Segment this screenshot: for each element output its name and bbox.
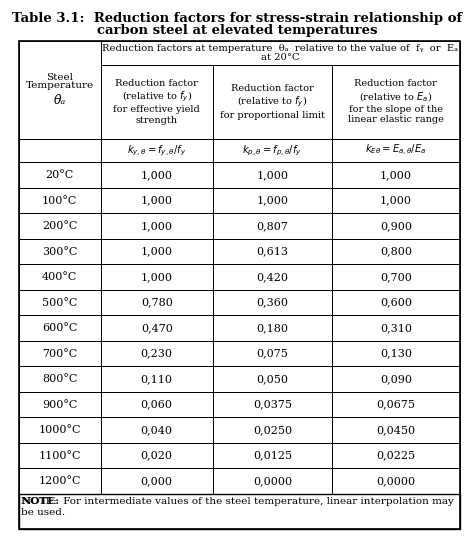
Text: 300°C: 300°C bbox=[42, 246, 77, 257]
Text: 700°C: 700°C bbox=[42, 349, 77, 359]
Text: 0,600: 0,600 bbox=[380, 298, 412, 307]
Text: 0,110: 0,110 bbox=[141, 374, 173, 384]
Text: Table 3.1:  Reduction factors for stress-strain relationship of: Table 3.1: Reduction factors for stress-… bbox=[12, 12, 462, 25]
Text: 1,000: 1,000 bbox=[141, 272, 173, 282]
Text: 500°C: 500°C bbox=[42, 298, 77, 307]
Text: Steel: Steel bbox=[46, 73, 73, 83]
Text: 0,090: 0,090 bbox=[380, 374, 412, 384]
Text: 100°C: 100°C bbox=[42, 196, 77, 206]
Text: 0,130: 0,130 bbox=[380, 349, 412, 359]
Text: 1,000: 1,000 bbox=[256, 170, 289, 180]
Text: Reduction factor
(relative to $f_y$)
for effective yield
strength: Reduction factor (relative to $f_y$) for… bbox=[113, 79, 200, 125]
Text: 1,000: 1,000 bbox=[380, 196, 412, 206]
Text: carbon steel at elevated temperatures: carbon steel at elevated temperatures bbox=[97, 24, 377, 37]
Text: 0,0675: 0,0675 bbox=[376, 399, 415, 409]
Text: 20°C: 20°C bbox=[46, 170, 74, 180]
Text: at 20°C: at 20°C bbox=[261, 53, 300, 62]
Text: Reduction factor
(relative to $E_a$)
for the slope of the
linear elastic range: Reduction factor (relative to $E_a$) for… bbox=[348, 79, 444, 125]
Text: 0,420: 0,420 bbox=[256, 272, 289, 282]
Text: 0,0375: 0,0375 bbox=[253, 399, 292, 409]
Text: 0,020: 0,020 bbox=[141, 451, 173, 461]
Text: 1,000: 1,000 bbox=[141, 246, 173, 257]
Text: 600°C: 600°C bbox=[42, 323, 77, 333]
Text: 0,470: 0,470 bbox=[141, 323, 173, 333]
Text: 1,000: 1,000 bbox=[380, 170, 412, 180]
Text: 0,0450: 0,0450 bbox=[376, 425, 415, 435]
Text: 0,0250: 0,0250 bbox=[253, 425, 292, 435]
Text: 1,000: 1,000 bbox=[141, 221, 173, 231]
Text: 0,0125: 0,0125 bbox=[253, 451, 292, 461]
Text: 0,050: 0,050 bbox=[256, 374, 289, 384]
Text: 0,360: 0,360 bbox=[256, 298, 289, 307]
Text: 1100°C: 1100°C bbox=[38, 451, 81, 461]
Text: 1,000: 1,000 bbox=[141, 170, 173, 180]
Text: $k_{y,\theta} = f_{y,\theta}/f_y$: $k_{y,\theta} = f_{y,\theta}/f_y$ bbox=[127, 143, 186, 158]
Text: 0,700: 0,700 bbox=[380, 272, 412, 282]
Text: 0,900: 0,900 bbox=[380, 221, 412, 231]
Text: 0,075: 0,075 bbox=[256, 349, 288, 359]
Text: Temperature: Temperature bbox=[26, 81, 94, 90]
Text: 0,807: 0,807 bbox=[256, 221, 288, 231]
Text: NOTE:  For intermediate values of the steel temperature, linear interpolation ma: NOTE: For intermediate values of the ste… bbox=[21, 497, 454, 516]
Text: 1,000: 1,000 bbox=[256, 196, 289, 206]
Text: 1000°C: 1000°C bbox=[38, 425, 81, 435]
Text: Reduction factors at temperature  θₐ  relative to the value of  fᵧ  or  Eₐ: Reduction factors at temperature θₐ rela… bbox=[102, 44, 458, 52]
Text: 0,000: 0,000 bbox=[141, 476, 173, 486]
Text: 0,0000: 0,0000 bbox=[253, 476, 292, 486]
Text: 0,180: 0,180 bbox=[256, 323, 289, 333]
Text: $k_{p,\theta} = f_{p,\theta}/f_y$: $k_{p,\theta} = f_{p,\theta}/f_y$ bbox=[243, 143, 302, 158]
Text: 0,040: 0,040 bbox=[141, 425, 173, 435]
Text: 900°C: 900°C bbox=[42, 399, 77, 409]
Text: 0,800: 0,800 bbox=[380, 246, 412, 257]
Text: 200°C: 200°C bbox=[42, 221, 77, 231]
Text: 400°C: 400°C bbox=[42, 272, 77, 282]
Text: $k_{E\theta} = E_{a,\theta}/E_a$: $k_{E\theta} = E_{a,\theta}/E_a$ bbox=[365, 143, 427, 158]
Text: 0,0000: 0,0000 bbox=[376, 476, 415, 486]
Text: 0,310: 0,310 bbox=[380, 323, 412, 333]
Text: 0,060: 0,060 bbox=[141, 399, 173, 409]
Text: 1200°C: 1200°C bbox=[38, 476, 81, 486]
Text: 0,0225: 0,0225 bbox=[376, 451, 415, 461]
Text: θₐ: θₐ bbox=[54, 94, 66, 106]
Text: Reduction factor
(relative to $f_y$)
for proportional limit: Reduction factor (relative to $f_y$) for… bbox=[220, 84, 325, 120]
Text: 0,230: 0,230 bbox=[141, 349, 173, 359]
Text: 1,000: 1,000 bbox=[141, 196, 173, 206]
Text: 0,780: 0,780 bbox=[141, 298, 173, 307]
Text: 0,613: 0,613 bbox=[256, 246, 289, 257]
Text: 800°C: 800°C bbox=[42, 374, 77, 384]
Text: NOTE:: NOTE: bbox=[21, 497, 59, 506]
